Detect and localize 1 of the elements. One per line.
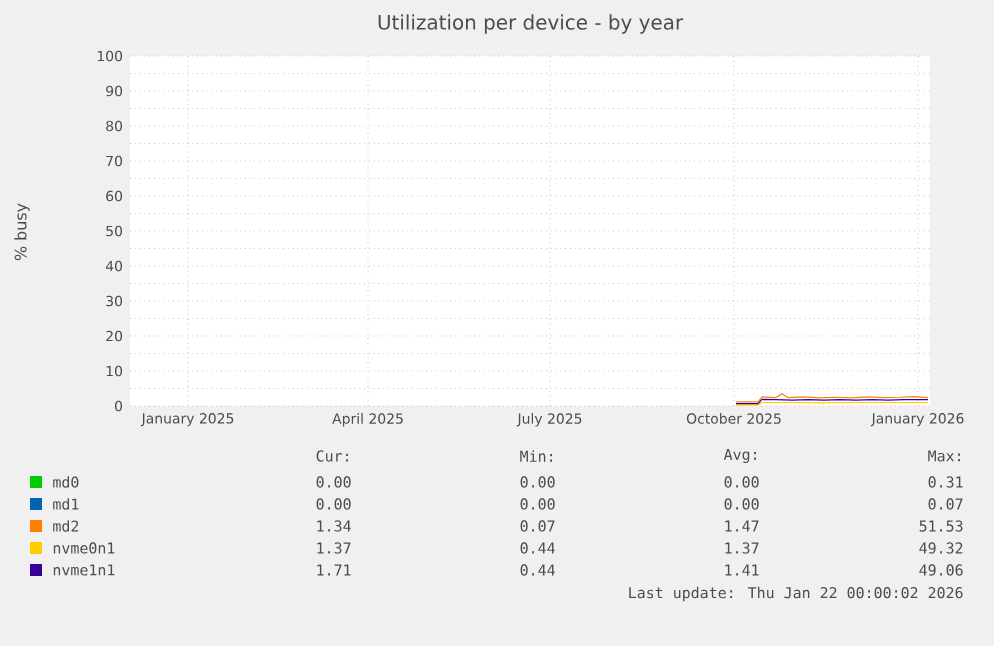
chart-title: Utilization per device - by year xyxy=(378,14,684,34)
